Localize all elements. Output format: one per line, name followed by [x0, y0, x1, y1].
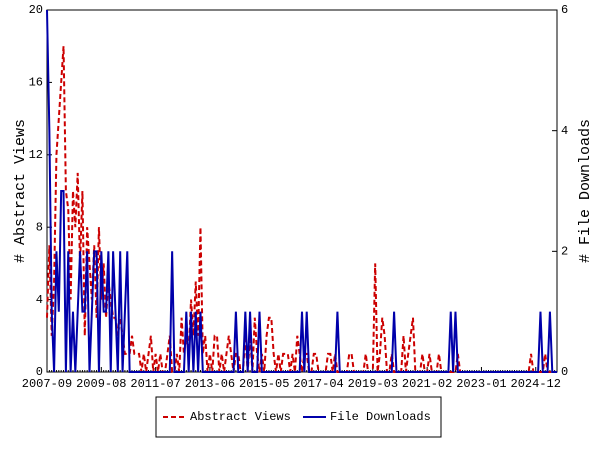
y-tick-label: 8	[36, 220, 43, 234]
x-tick-label: 2019-03	[348, 377, 398, 391]
y2-tick-label: 6	[561, 3, 568, 17]
y-tick-label: 0	[36, 365, 43, 379]
x-tick-label: 2021-02	[402, 377, 452, 391]
y-axis-label: # Abstract Views	[12, 119, 29, 263]
series-line	[46, 46, 557, 373]
x-tick-label: 2007-09	[22, 377, 72, 391]
legend-label: File Downloads	[330, 410, 431, 424]
x-tick-label: 2011-07	[130, 377, 180, 391]
x-tick-label: 2013-06	[185, 377, 235, 391]
x-tick-label: 2023-01	[456, 377, 506, 391]
x-tick-label: 2009-08	[76, 377, 126, 391]
legend	[155, 396, 442, 438]
y-tick-label: 4	[36, 293, 43, 307]
series-line	[46, 9, 557, 373]
x-tick-label: 2015-05	[239, 377, 289, 391]
x-tick-label: 2017-04	[293, 377, 343, 391]
legend-label: Abstract Views	[190, 410, 291, 424]
y-tick-label: 16	[29, 76, 43, 90]
y2-tick-label: 2	[561, 245, 568, 259]
y2-tick-label: 4	[561, 124, 568, 138]
y2-tick-label: 0	[561, 365, 568, 379]
y-tick-label: 12	[29, 148, 43, 162]
y2-axis-label: # File Downloads	[577, 119, 594, 263]
x-tick-label: 2024-12	[511, 377, 561, 391]
y-tick-label: 20	[29, 3, 43, 17]
